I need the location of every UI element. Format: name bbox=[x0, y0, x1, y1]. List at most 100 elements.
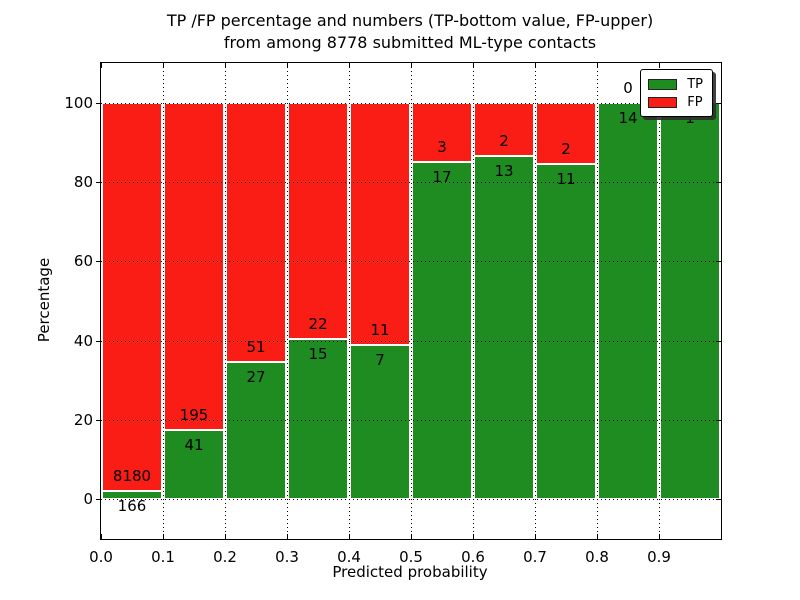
y-tick-mark-left bbox=[96, 420, 101, 421]
y-tick-label: 80 bbox=[73, 173, 93, 191]
x-tick-mark-top bbox=[659, 63, 660, 68]
legend: TP FP bbox=[640, 69, 713, 117]
bar-segment-tp bbox=[660, 102, 720, 500]
x-tick-mark-bottom bbox=[349, 534, 350, 539]
bar-label-fp: 195 bbox=[179, 406, 209, 425]
x-tick-mark-bottom bbox=[225, 534, 226, 539]
x-tick-mark-top bbox=[101, 63, 102, 68]
plot-area: 8180 166 195 41 51 27 22 15 11 7 3 17 2 13 2 11 0 14 0 1 0.… bbox=[64, 62, 722, 566]
y-tick-mark-right bbox=[716, 102, 721, 104]
gridline-x-0.2 bbox=[225, 63, 226, 539]
x-tick-mark-bottom bbox=[535, 534, 536, 539]
bar-segment-fp bbox=[474, 102, 534, 156]
y-tick-label: 20 bbox=[73, 411, 93, 429]
bar-segment-tp bbox=[350, 345, 410, 500]
gridline-x-0.9 bbox=[659, 63, 660, 539]
x-tick-mark-bottom bbox=[721, 534, 722, 539]
chart-title-line2: from among 8778 submitted ML-type contac… bbox=[223, 33, 597, 52]
y-tick-mark-left bbox=[96, 102, 101, 104]
gridline-x-0.4 bbox=[349, 63, 350, 539]
x-axis-label: Predicted probability bbox=[332, 563, 488, 581]
bar-label-tp: 13 bbox=[494, 161, 514, 180]
legend-label-tp: TP bbox=[687, 76, 703, 92]
legend-label-fp: FP bbox=[687, 94, 703, 110]
y-tick-mark-right bbox=[716, 182, 721, 183]
bar-segment-fp bbox=[164, 102, 224, 431]
x-tick-mark-top bbox=[349, 63, 350, 68]
y-tick-mark-right bbox=[716, 499, 721, 501]
bar-label-tp: 166 bbox=[117, 497, 147, 516]
x-tick-label: 0.8 bbox=[585, 548, 609, 566]
bar-segment-fp bbox=[226, 102, 286, 362]
bar-segment-tp bbox=[536, 163, 596, 500]
gridline-x-0.1 bbox=[163, 63, 164, 539]
bar-segment-fp bbox=[412, 102, 472, 163]
bar-label-tp: 17 bbox=[432, 168, 452, 187]
bar-segment-tp bbox=[474, 155, 534, 500]
x-tick-mark-top bbox=[535, 63, 536, 68]
bar-segment-fp bbox=[536, 102, 596, 164]
y-tick-mark-left bbox=[96, 499, 101, 501]
x-tick-mark-bottom bbox=[101, 534, 102, 539]
bar-label-tp: 11 bbox=[556, 169, 576, 188]
bar-label-tp: 7 bbox=[375, 351, 385, 370]
y-axis-label: Percentage bbox=[35, 257, 53, 343]
gridline-x-0.3 bbox=[287, 63, 288, 539]
bar-label-fp: 0 bbox=[623, 78, 633, 97]
bar-segment-fp bbox=[350, 102, 410, 346]
y-tick-mark-left bbox=[96, 261, 101, 263]
chart-title-line1: TP /FP percentage and numbers (TP-bottom… bbox=[166, 11, 654, 30]
x-tick-mark-bottom bbox=[287, 534, 288, 539]
bar-segment-tp bbox=[598, 102, 658, 500]
x-tick-label: 0.6 bbox=[461, 548, 485, 566]
x-tick-mark-bottom bbox=[163, 534, 164, 539]
legend-swatch-tp bbox=[648, 78, 678, 90]
legend-entry-fp: FP bbox=[648, 93, 703, 111]
x-tick-label: 0.1 bbox=[151, 548, 175, 566]
y-tick-mark-right bbox=[716, 420, 721, 421]
gridline-x-0.7 bbox=[535, 63, 536, 539]
y-tick-mark-right bbox=[716, 340, 721, 342]
bar-segment-tp bbox=[102, 491, 162, 500]
bar-segment-fp bbox=[102, 102, 162, 492]
bar-label-fp: 51 bbox=[246, 338, 266, 357]
gridline-x-0.6 bbox=[473, 63, 474, 539]
gridline-x-0.8 bbox=[597, 63, 598, 539]
bar-label-fp: 2 bbox=[499, 131, 509, 150]
x-tick-label: 0.2 bbox=[213, 548, 237, 566]
x-tick-label: 0.3 bbox=[275, 548, 299, 566]
x-tick-mark-top bbox=[721, 63, 722, 68]
y-tick-label: 40 bbox=[73, 331, 93, 350]
x-tick-mark-top bbox=[225, 63, 226, 68]
bar-label-fp: 3 bbox=[437, 138, 447, 157]
bar-label-tp: 15 bbox=[308, 344, 328, 363]
x-tick-mark-top bbox=[473, 63, 474, 68]
x-tick-mark-bottom bbox=[597, 534, 598, 539]
bar-label-fp: 11 bbox=[370, 321, 390, 340]
bar-label-fp: 22 bbox=[308, 314, 328, 333]
x-tick-mark-top bbox=[411, 63, 412, 68]
x-tick-label: 0.0 bbox=[89, 548, 113, 566]
x-tick-label: 0.5 bbox=[399, 548, 423, 566]
x-tick-label: 0.9 bbox=[647, 548, 671, 566]
x-tick-mark-bottom bbox=[411, 534, 412, 539]
bar-segment-tp bbox=[164, 430, 224, 500]
bar-label-fp: 2 bbox=[561, 139, 571, 158]
y-tick-label: 0 bbox=[83, 490, 93, 509]
x-tick-mark-bottom bbox=[659, 534, 660, 539]
bar-label-tp: 41 bbox=[184, 436, 204, 455]
bar-label-tp: 27 bbox=[246, 368, 266, 387]
legend-entry-tp: TP bbox=[648, 75, 703, 93]
bar-label-fp: 8180 bbox=[112, 467, 152, 486]
y-tick-label: 60 bbox=[73, 252, 93, 271]
y-tick-mark-left bbox=[96, 182, 101, 183]
bar-segment-tp bbox=[412, 162, 472, 500]
y-tick-label: 100 bbox=[64, 93, 93, 112]
y-tick-mark-right bbox=[716, 261, 721, 263]
chart-title: TP /FP percentage and numbers (TP-bottom… bbox=[167, 10, 653, 54]
x-tick-mark-bottom bbox=[473, 534, 474, 539]
gridline-x-0.5 bbox=[411, 63, 412, 539]
y-tick-mark-left bbox=[96, 340, 101, 342]
legend-swatch-fp bbox=[648, 96, 678, 108]
bar-segment-fp bbox=[288, 102, 348, 339]
